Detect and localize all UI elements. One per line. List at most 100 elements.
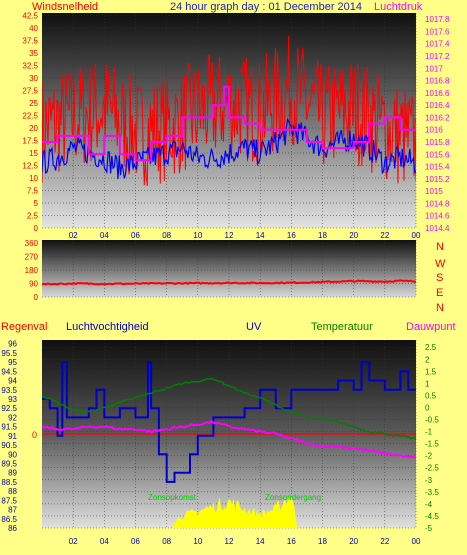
p1-y-tick: 5 (34, 199, 39, 208)
p3-y2-tick: 2.5 (425, 343, 437, 352)
p3-y2-tick: 1 (425, 379, 430, 388)
p1-x-tick: 02 (69, 231, 78, 240)
sunset-label: Zonsondergang (265, 493, 322, 502)
legend-rainfall: Regenval (1, 321, 48, 333)
p3-y2-tick: -1 (425, 428, 433, 437)
uv-area (172, 418, 298, 528)
legend-uv: UV (246, 321, 262, 333)
p3-y-tick: 93.5 (1, 386, 17, 395)
direction-label-s: S (436, 272, 444, 284)
p1-y-tick: 0 (34, 224, 39, 233)
chart-title: 24 hour graph day : 01 December 2014 (170, 1, 363, 13)
dewpoint-line (42, 419, 416, 459)
p1-y2-tick: 1017 (425, 64, 443, 73)
p1-x-tick: 12 (225, 231, 234, 240)
p1-x-tick: 06 (131, 231, 140, 240)
p3-x-tick: 14 (256, 537, 265, 546)
p3-y-tick: 94.5 (1, 367, 17, 376)
pressure-label: Luchtdruk (374, 1, 423, 13)
p1-y2-tick: 1015.8 (425, 138, 450, 147)
p1-y-tick: 40 (29, 24, 38, 33)
p1-x-tick: 22 (380, 231, 389, 240)
p3-y-tick: 92.5 (1, 404, 17, 413)
p3-y2-tick: -4.5 (425, 512, 439, 521)
p3-y-tick: 88 (8, 487, 17, 496)
p3-y-tick: 91 (8, 432, 17, 441)
p1-y2-tick: 1017.2 (425, 52, 450, 61)
p2-y-tick: 270 (25, 253, 39, 262)
p1-x-tick: 10 (193, 231, 202, 240)
sunrise-label: Zonsopkomst (148, 493, 197, 502)
direction-label-w: W (435, 258, 446, 270)
p1-y-tick: 35 (29, 49, 38, 58)
p1-y2-tick: 1015 (425, 187, 443, 196)
p3-y2-tick: -2 (425, 452, 433, 461)
p1-y2-tick: 1015.2 (425, 175, 450, 184)
p3-y2-tick: -3 (425, 476, 433, 485)
p3-y-tick: 87 (8, 506, 17, 515)
direction-label-n-bottom: N (436, 302, 444, 314)
p3-x-tick: 10 (193, 537, 202, 546)
p1-y2-tick: 1014.8 (425, 199, 450, 208)
p1-y2-tick: 1016.8 (425, 77, 450, 86)
p1-y2-tick: 1014.4 (425, 224, 450, 233)
p3-x-tick: 12 (225, 537, 234, 546)
p1-x-tick: 14 (256, 231, 265, 240)
p1-y2-tick: 1016.6 (425, 89, 450, 98)
p3-x-tick: 22 (380, 537, 389, 546)
legend-humidity: Luchtvochtigheid (66, 321, 149, 333)
p3-y-tick: 90 (8, 450, 17, 459)
p1-y-tick: 10 (29, 174, 38, 183)
p3-y-tick: 89 (8, 469, 17, 478)
p1-x-tick: 00 (412, 231, 421, 240)
p3-y2-tick: 2 (425, 355, 430, 364)
p1-x-tick: 20 (349, 231, 358, 240)
p1-y-tick: 30 (29, 74, 38, 83)
p3-y2-tick: 0.5 (425, 391, 437, 400)
p1-y-tick: 32.5 (22, 62, 38, 71)
p3-y2-tick: -4 (425, 500, 433, 509)
p3-y-tick: 90.5 (1, 441, 17, 450)
p1-y2-tick: 1014.6 (425, 212, 450, 221)
legend-dewpoint: Dauwpunt (406, 321, 456, 333)
p2-y-tick: 180 (25, 266, 39, 275)
pressure-line (42, 85, 416, 162)
p3-y2-tick: 0 (425, 403, 430, 412)
direction-label-n-top: N (436, 241, 444, 253)
p1-y2-tick: 1016.4 (425, 101, 450, 110)
p3-y2-tick: -5 (425, 524, 433, 533)
p1-y-tick: 37.5 (22, 37, 38, 46)
p3-y2-tick: -2.5 (425, 464, 439, 473)
p1-x-tick: 04 (100, 231, 109, 240)
p3-y-tick: 95.5 (1, 349, 17, 358)
p3-y-tick: 92 (8, 413, 17, 422)
average-wind-line (42, 117, 416, 180)
p3-x-tick: 00 (412, 537, 421, 546)
p3-y-tick: 86.5 (1, 515, 17, 524)
p1-y-tick: 20 (29, 124, 38, 133)
p3-x-tick: 06 (131, 537, 140, 546)
p1-y-tick: 12.5 (22, 162, 38, 171)
p3-x-tick: 20 (349, 537, 358, 546)
p3-y-tick: 87.5 (1, 496, 17, 505)
p2-y-tick: 90 (29, 280, 38, 289)
rain-zero-label: 0 (32, 430, 38, 440)
p3-x-tick: 04 (100, 537, 109, 546)
p1-y-tick: 2.5 (27, 212, 39, 221)
p1-x-tick: 18 (318, 231, 327, 240)
p3-y2-tick: -0.5 (425, 416, 439, 425)
p1-x-tick: 16 (287, 231, 296, 240)
p3-y-tick: 96 (8, 340, 17, 349)
p2-y-tick: 360 (25, 239, 39, 248)
p1-y-tick: 22.5 (22, 112, 38, 121)
legend-temperature: Temperatuur (311, 321, 373, 333)
p3-x-tick: 16 (287, 537, 296, 546)
wind-direction-line (42, 279, 416, 286)
humidity-line (42, 361, 416, 483)
p1-y-tick: 27.5 (22, 87, 38, 96)
p3-y2-tick: -3.5 (425, 488, 439, 497)
p1-y2-tick: 1016 (425, 126, 443, 135)
temperature-line (42, 377, 416, 440)
p3-y-tick: 95 (8, 358, 17, 367)
p1-y2-tick: 1015.4 (425, 163, 450, 172)
